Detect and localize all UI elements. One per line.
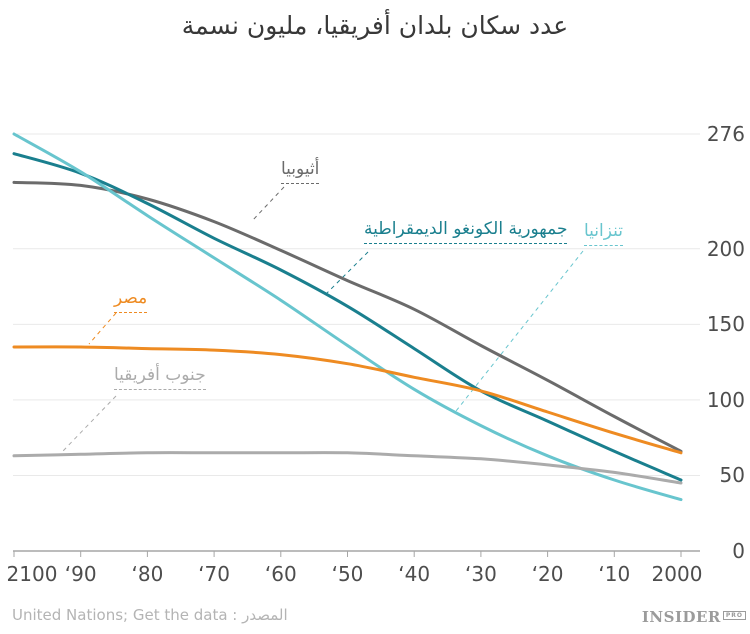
source-separator: ; <box>123 606 133 624</box>
y-tick-label: 276 <box>706 122 745 146</box>
series-label-ethiopia: أثيوبيا <box>281 159 320 185</box>
series-label-drc-congo: جمهورية الكونغو الديمقراطية <box>364 219 568 245</box>
series-label-egypt: مصر <box>114 288 148 314</box>
x-tick-label: ‘90 <box>64 562 97 586</box>
source-colon: : <box>227 606 243 624</box>
leader-line-drc-congo <box>322 251 369 298</box>
population-line-ethiopia <box>12 180 683 453</box>
population-line-tanzania <box>12 132 683 502</box>
y-tick-label: 50 <box>719 463 745 487</box>
population-line-drc-congo <box>12 152 683 482</box>
get-the-data-link[interactable]: Get the data <box>132 606 228 624</box>
x-tick-label: ‘70 <box>198 562 230 586</box>
source-name: United Nations <box>12 606 124 624</box>
series-label-south-africa: جنوب أفريقيا <box>114 365 206 391</box>
y-tick-label: 0 <box>732 539 745 563</box>
y-tick-label: 200 <box>706 237 745 261</box>
leader-line-egypt <box>88 312 117 345</box>
chart-title: عدد سكان بلدان أفريقيا، مليون نسمة <box>181 11 569 40</box>
source-label: المصدر <box>242 606 288 624</box>
x-tick-label: 2000 <box>651 562 703 586</box>
leader-line-tanzania <box>455 250 584 412</box>
source-line: المصدر : United Nations; Get the data <box>12 606 288 624</box>
insider-pro-logo: INSIDER PRO <box>642 608 746 626</box>
population-line-south-africa <box>12 451 683 485</box>
leader-line-south-africa <box>62 395 117 452</box>
y-tick-label: 150 <box>706 312 745 336</box>
x-tick-label: ‘30 <box>464 562 497 586</box>
logo-text: INSIDER <box>641 608 721 626</box>
x-tick-label: ‘20 <box>531 562 564 586</box>
y-tick-label: 100 <box>706 388 745 412</box>
x-tick-label: 2100 <box>6 562 58 586</box>
x-tick-label: ‘80 <box>131 562 164 586</box>
leader-line-ethiopia <box>251 186 285 222</box>
x-tick-label: ‘60 <box>264 562 297 586</box>
x-tick-label: ‘10 <box>598 562 631 586</box>
footer: المصدر : United Nations; Get the data IN… <box>0 602 750 634</box>
x-tick-label: ‘50 <box>331 562 364 586</box>
population-line-egypt <box>12 345 683 455</box>
x-tick-label: ‘40 <box>398 562 431 586</box>
logo-pro-badge: PRO <box>722 611 746 620</box>
series-label-tanzania: تنزانيا <box>584 221 624 247</box>
